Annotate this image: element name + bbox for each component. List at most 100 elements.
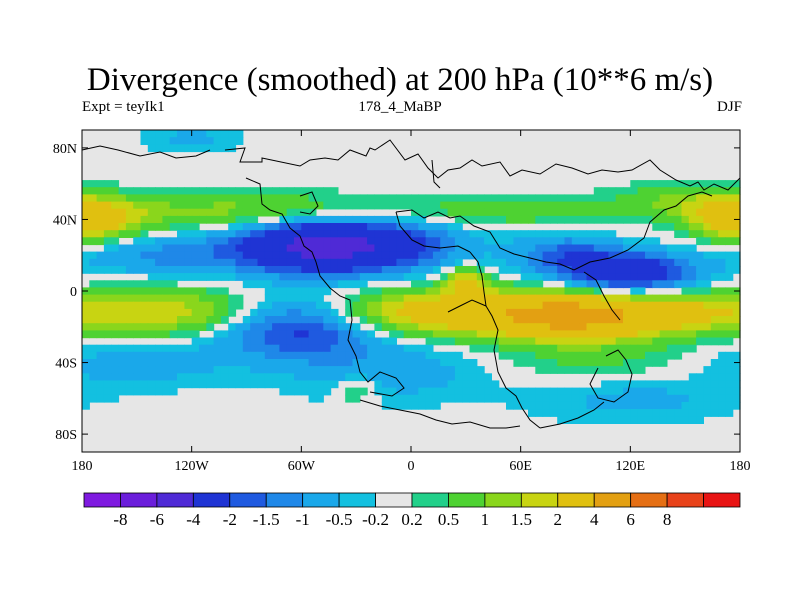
field-cell — [586, 409, 595, 417]
field-cell — [425, 223, 434, 231]
field-cell — [520, 294, 529, 303]
field-cell — [571, 366, 580, 374]
field-cell — [542, 316, 551, 324]
field-cell — [630, 273, 639, 281]
field-cell — [484, 280, 492, 289]
field-cell — [476, 237, 485, 246]
field-cell — [103, 251, 112, 260]
field-cell — [220, 380, 229, 389]
field-cell — [367, 359, 375, 367]
field-cell — [199, 323, 207, 331]
field-cell — [564, 266, 573, 274]
field-cell — [440, 201, 449, 210]
field-cell — [549, 344, 558, 353]
field-cell — [286, 194, 295, 203]
field-cell — [147, 273, 156, 281]
field-cell — [703, 215, 712, 224]
field-cell — [272, 316, 280, 324]
field-cell — [586, 273, 595, 281]
field-cell — [608, 194, 617, 203]
field-cell — [235, 201, 244, 210]
field-cell — [111, 287, 120, 296]
field-cell — [323, 330, 332, 339]
field-cell — [103, 215, 112, 224]
field-cell — [374, 366, 383, 374]
field-cell — [286, 359, 295, 367]
field-cell — [206, 301, 215, 310]
field-cell — [345, 394, 354, 403]
field-cell — [630, 308, 639, 317]
field-cell — [323, 316, 332, 324]
field-cell — [440, 273, 449, 281]
field-cell — [308, 344, 317, 353]
field-cell — [396, 230, 405, 238]
field-cell — [484, 344, 492, 353]
field-cell — [374, 237, 383, 246]
field-cell — [549, 194, 558, 203]
field-cell — [301, 280, 310, 289]
field-cell — [688, 308, 697, 317]
field-cell — [645, 416, 653, 424]
field-cell — [564, 409, 573, 417]
field-cell — [374, 287, 383, 296]
field-cell — [316, 316, 324, 324]
colorbar-swatch — [156, 492, 194, 508]
field-cell — [345, 201, 354, 210]
field-cell — [696, 301, 704, 310]
field-cell — [228, 273, 237, 281]
field-cell — [469, 366, 478, 374]
field-cell — [564, 251, 573, 260]
field-cell — [688, 344, 697, 353]
field-cell — [637, 187, 646, 195]
field-cell — [374, 323, 383, 331]
field-cell — [184, 244, 193, 253]
chart-title: Divergence (smoothed) at 200 hPa (10**6 … — [86, 62, 714, 98]
field-cell — [586, 287, 595, 296]
field-cell — [301, 387, 310, 396]
field-cell — [133, 373, 142, 382]
field-cell — [659, 380, 668, 389]
field-cell — [491, 194, 500, 203]
field-cell — [330, 244, 339, 253]
field-cell — [652, 316, 661, 324]
field-cell — [601, 251, 609, 260]
field-cell — [96, 266, 105, 274]
field-cell — [103, 280, 112, 289]
field-cell — [718, 201, 726, 210]
field-cell — [279, 316, 288, 324]
field-cell — [272, 230, 280, 238]
field-cell — [294, 258, 302, 267]
field-cell — [425, 258, 434, 267]
field-cell — [301, 380, 310, 389]
field-cell — [411, 208, 419, 217]
field-cell — [140, 194, 149, 203]
field-cell — [520, 351, 529, 360]
field-cell — [308, 294, 317, 303]
field-cell — [330, 273, 339, 281]
field-cell — [418, 266, 427, 274]
field-cell — [725, 230, 734, 238]
field-cell — [89, 223, 98, 231]
field-cell — [286, 187, 295, 195]
field-cell — [389, 337, 397, 346]
field-cell — [381, 230, 390, 238]
field-cell — [666, 416, 675, 424]
field-cell — [82, 373, 90, 382]
field-cell — [235, 244, 244, 253]
field-cell — [199, 244, 207, 253]
field-cell — [308, 251, 317, 260]
field-cell — [184, 144, 193, 153]
field-cell — [374, 344, 383, 353]
field-cell — [696, 294, 704, 303]
field-cell — [250, 366, 259, 374]
field-cell — [103, 330, 112, 339]
field-cell — [396, 394, 405, 403]
field-cell — [264, 351, 273, 360]
field-cell — [586, 208, 595, 217]
field-cell — [630, 208, 639, 217]
field-cell — [528, 308, 536, 317]
field-cell — [418, 351, 427, 360]
field-cell — [725, 409, 734, 417]
field-cell — [352, 351, 361, 360]
field-cell — [316, 380, 324, 389]
